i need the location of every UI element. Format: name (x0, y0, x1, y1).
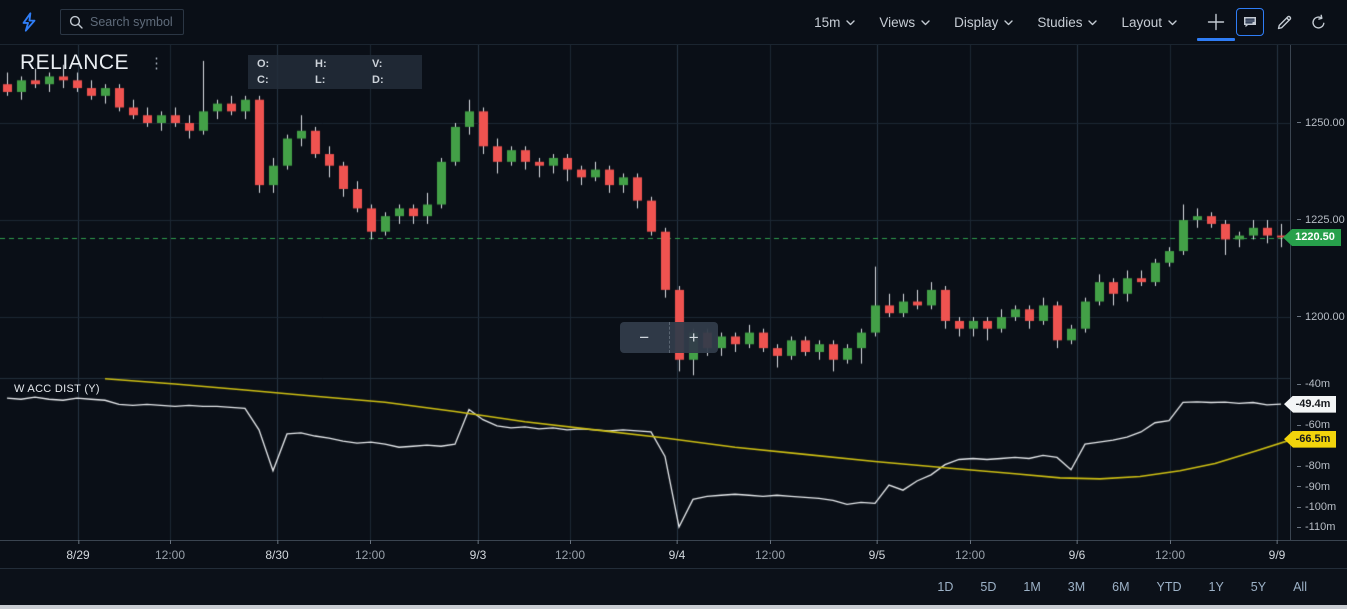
symbol-title: RELIANCE (20, 51, 130, 74)
add-icon (1207, 13, 1225, 31)
pencil-icon (1277, 15, 1291, 29)
price-axis[interactable]: 1250.00 1225.00 1200.00 -40m -60m -80m -90m -10… (1290, 45, 1347, 540)
search-input[interactable] (90, 15, 175, 29)
legend-field-C: C: (257, 74, 269, 86)
time-tick-label: 9/5 (869, 540, 885, 562)
time-tick-label: 9/9 (1269, 540, 1285, 562)
symbol-menu-kebab-icon[interactable]: ⋮ (149, 54, 165, 72)
last-price-badge: 1220.50 (1283, 229, 1341, 246)
time-tick-label: 12:00 (955, 540, 985, 562)
interval-menu[interactable]: 15m (802, 0, 867, 45)
indicator-value-badge: -49.4m (1284, 395, 1336, 413)
window-edge-strip (0, 605, 1347, 609)
chevron-down-icon (1088, 20, 1098, 26)
legend-field-O: O: (257, 58, 270, 70)
menu-layout[interactable]: Layout (1109, 0, 1189, 45)
range-button-5d[interactable]: 5D (980, 580, 997, 594)
range-button-all[interactable]: All (1293, 580, 1307, 594)
ohlc-legend: O: H: V: C: L: D: (248, 55, 422, 89)
time-tick-label: 9/4 (669, 540, 685, 562)
draw-button[interactable] (1267, 0, 1301, 45)
menu-display[interactable]: Display (942, 0, 1025, 45)
indicator-tick-label: -90m (1297, 481, 1330, 493)
add-chart-button[interactable] (1197, 0, 1235, 45)
search-icon (69, 15, 83, 29)
time-tick-label: 8/29 (66, 540, 90, 562)
news-panel-icon (1244, 17, 1256, 28)
menu-views[interactable]: Views (867, 0, 942, 45)
price-tick-label: 1200.00 (1297, 311, 1345, 323)
legend-field-V: V: (372, 58, 383, 70)
indicator-tick-label: -40m (1297, 378, 1330, 390)
indicator-tick-label: -60m (1297, 419, 1330, 431)
price-tick-label: 1250.00 (1297, 117, 1345, 129)
legend-field-D: D: (372, 74, 384, 86)
range-button-ytd[interactable]: YTD (1156, 580, 1182, 594)
news-frame (1236, 8, 1264, 36)
chevron-down-icon (1168, 20, 1177, 26)
range-button-1d[interactable]: 1D (937, 580, 954, 594)
chevron-down-icon (921, 20, 930, 26)
refresh-button[interactable] (1301, 0, 1335, 45)
time-tick-label: 9/6 (1069, 540, 1085, 562)
legend-field-H: H: (315, 58, 327, 70)
chart-canvas[interactable] (0, 45, 1290, 540)
menu-studies[interactable]: Studies (1025, 0, 1109, 45)
symbol-row: RELIANCE ⋮ (20, 51, 168, 75)
indicator-tick-label: -80m (1297, 460, 1330, 472)
refresh-icon (1311, 14, 1324, 29)
indicator-tick-label: -110m (1297, 521, 1335, 533)
toolbar-right: 15m Views Display Studies Layout (802, 0, 1335, 45)
zoom-control: − + (620, 322, 718, 353)
toolbar-menus: Views Display Studies Layout (867, 0, 1189, 45)
time-tick-label: 8/30 (265, 540, 289, 562)
time-tick-label: 12:00 (1155, 540, 1185, 562)
time-tick-label: 12:00 (355, 540, 385, 562)
indicator-signal-badge: -66.5m (1284, 430, 1336, 448)
search-box[interactable] (60, 9, 184, 35)
indicator-tick-label: -100m (1297, 501, 1336, 513)
news-panel-button[interactable] (1233, 0, 1267, 45)
interval-label: 15m (814, 14, 841, 30)
indicator-label: W ACC DIST (Y) (14, 383, 100, 395)
range-button-1y[interactable]: 1Y (1208, 580, 1224, 594)
time-tick-label: 12:00 (555, 540, 585, 562)
legend-field-L: L: (315, 74, 326, 86)
range-button-6m[interactable]: 6M (1112, 580, 1130, 594)
range-button-3m[interactable]: 3M (1067, 580, 1086, 594)
zoom-out-button[interactable]: − (620, 322, 670, 353)
time-tick-label: 9/3 (470, 540, 486, 562)
chevron-down-icon (1004, 20, 1014, 26)
toolbar-icons (1197, 0, 1335, 45)
range-button-5y[interactable]: 5Y (1250, 580, 1267, 594)
zoom-in-button[interactable]: + (688, 327, 699, 347)
time-tick-label: 12:00 (755, 540, 785, 562)
active-tab-indicator (1197, 37, 1235, 41)
range-toolbar: 1D 5D 1M 3M 6M YTD 1Y 5Y All (0, 568, 1347, 605)
range-button-1m[interactable]: 1M (1023, 580, 1041, 594)
chevron-down-icon (846, 20, 856, 26)
price-tick-label: 1225.00 (1297, 214, 1345, 226)
time-tick-label: 12:00 (155, 540, 185, 562)
time-axis[interactable]: 8/29 12:00 8/30 12:00 9/3 12:00 9/4 12:00 9/5 12:… (0, 540, 1347, 568)
chart-area: RELIANCE ⋮ O: H: V: C: L: D: W ACC DIST (Y) −… (0, 45, 1347, 540)
app-logo-icon[interactable] (16, 9, 42, 35)
